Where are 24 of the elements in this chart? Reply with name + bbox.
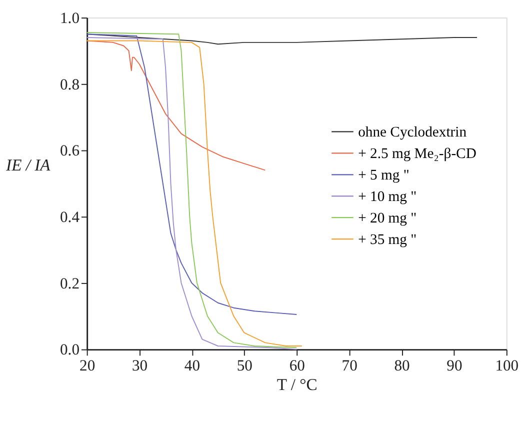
legend-label: + 10 mg " (358, 189, 417, 205)
x-tick-label: 50 (236, 357, 253, 374)
x-axis-title: T / °C (276, 374, 318, 394)
x-tick-label: 60 (289, 357, 306, 374)
y-tick-label: 1.0 (60, 10, 80, 27)
x-tick-label: 40 (184, 357, 200, 374)
y-tick-label: 0.6 (60, 142, 80, 160)
legend-label: ohne Cyclodextrin (358, 124, 468, 141)
x-tick-label: 70 (342, 357, 358, 374)
y-tick-label: 0.0 (60, 342, 80, 359)
legend-label: + 20 mg " (358, 210, 417, 226)
legend-label: + 5 mg " (358, 168, 410, 184)
x-tick-label: 30 (132, 357, 148, 374)
x-tick-label: 20 (80, 357, 96, 374)
y-tick-label: 0.2 (60, 275, 80, 292)
x-tick-label: 90 (446, 357, 462, 374)
y-tick-label: 0.8 (60, 76, 80, 94)
line-series (86, 34, 478, 45)
legend-label: + 2.5 mg Me₂-β-CD (358, 146, 476, 162)
y-tick-label: 0.4 (60, 208, 80, 226)
y-axis-title: IE / IA (5, 155, 52, 174)
legend-label: + 35 mg " (358, 232, 417, 248)
x-tick-label: 100 (495, 357, 519, 374)
x-tick-label: 80 (394, 357, 410, 374)
